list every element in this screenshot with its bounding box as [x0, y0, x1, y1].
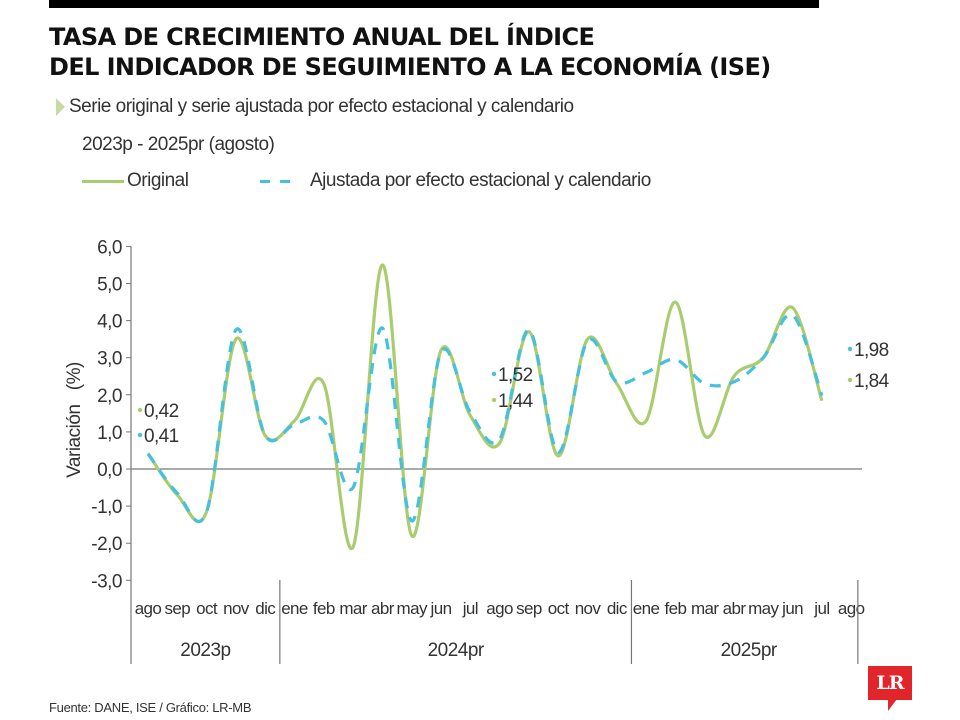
dashed-line-swatch-icon: [260, 179, 296, 183]
x-tick-label: ene: [633, 599, 660, 618]
chart-lines: [146, 263, 824, 551]
annotation-dot-original: [137, 407, 143, 413]
annotation-dot-adjusted: [847, 346, 853, 352]
legend-label-original: Original: [127, 170, 189, 191]
y-tick-label: 0,0: [97, 460, 122, 481]
annotation-dot-adjusted: [491, 371, 497, 377]
legend-item-original: Original: [82, 170, 189, 192]
legend-item-adjusted: Ajustada por efecto estacional y calenda…: [260, 170, 651, 192]
x-tick-label: jul: [813, 599, 829, 618]
annotation-label-adjusted: 0,41: [144, 426, 179, 447]
chart-title-line-1: TASA DE CRECIMIENTO ANUAL DEL ÍNDICE: [49, 23, 595, 51]
chart-title: TASA DE CRECIMIENTO ANUAL DEL ÍNDICE DEL…: [49, 22, 771, 82]
x-tick-label: sep: [164, 599, 190, 618]
x-tick-label: may: [748, 599, 779, 618]
annotation-label-original: 1,44: [498, 391, 534, 412]
series-line-adjusted: [146, 312, 824, 524]
year-label: 2023p: [180, 640, 230, 661]
year-label: 2024pr: [428, 640, 485, 661]
x-tick-label: oct: [548, 599, 570, 618]
x-tick-label: abr: [371, 599, 395, 618]
x-tick-label: ene: [281, 599, 308, 618]
year-label: 2025pr: [721, 640, 778, 661]
triangle-bullet-icon: [56, 98, 65, 116]
annotation-dot-original: [491, 397, 497, 403]
top-bar: [49, 0, 819, 8]
y-tick-label: 5,0: [97, 275, 122, 296]
chart-labels: 0,42 0,41 1,52 1,44 1,98 1,84: [137, 340, 890, 447]
x-tick-label: feb: [313, 599, 335, 618]
source-credit: Fuente: DANE, ISE / Gráfico: LR-MB: [49, 700, 252, 715]
x-tick-label: jun: [430, 599, 452, 618]
x-tick-label: may: [397, 599, 428, 618]
period-label: 2023p - 2025pr (agosto): [82, 134, 275, 155]
chart-subtitle: Serie original y serie ajustada por efec…: [56, 96, 574, 118]
series-line-original: [146, 263, 824, 551]
y-tick-label: 3,0: [97, 349, 122, 370]
x-tick-label: oct: [196, 599, 218, 618]
x-tick-label: ago: [486, 599, 513, 618]
x-tick-label: jun: [781, 599, 803, 618]
lr-logo-tail: [888, 699, 897, 711]
x-tick-label: feb: [664, 599, 686, 618]
x-tick-label: ago: [838, 599, 865, 618]
x-tick-label: abr: [723, 599, 747, 618]
x-tick-label: dic: [255, 599, 276, 618]
y-tick-label: 1,0: [97, 423, 122, 444]
x-tick-label: ago: [135, 599, 162, 618]
y-tick-label: -3,0: [91, 571, 122, 592]
annotation-dot-original: [847, 377, 853, 383]
subtitle-text: Serie original y serie ajustada por efec…: [69, 96, 574, 117]
annotation-label-adjusted: 1,98: [854, 340, 889, 361]
x-tick-label: jul: [462, 599, 478, 618]
x-tick-label: dic: [607, 599, 628, 618]
x-tick-label: sep: [516, 599, 542, 618]
y-axis-title: Variación (%): [64, 362, 85, 478]
annotation-label-original: 1,84: [854, 371, 890, 392]
chart-title-line-2: DEL INDICADOR DE SEGUIMIENTO A LA ECONOM…: [49, 53, 771, 81]
solid-line-swatch-icon: [82, 179, 124, 183]
chart-axes: 6,0 5,0 4,0 3,0 2,0 1,0 0,0 -1,0 -2,0 -3,0 Variaci…: [64, 237, 865, 664]
y-tick-label: -1,0: [91, 497, 122, 518]
legend-label-adjusted: Ajustada por efecto estacional y calenda…: [310, 170, 651, 191]
y-tick-label: 2,0: [97, 386, 122, 407]
x-tick-label: nov: [223, 599, 250, 618]
annotation-label-adjusted: 1,52: [498, 365, 533, 386]
x-tick-label: mar: [339, 599, 367, 618]
annotation-label-original: 0,42: [144, 401, 179, 422]
x-tick-label: mar: [691, 599, 719, 618]
annotation-dot-adjusted: [137, 432, 143, 438]
y-tick-label: 4,0: [97, 312, 122, 333]
lr-logo: LR: [868, 666, 912, 700]
x-tick-label: nov: [575, 599, 602, 618]
y-tick-label: 6,0: [97, 237, 122, 258]
y-tick-label: -2,0: [91, 534, 122, 555]
